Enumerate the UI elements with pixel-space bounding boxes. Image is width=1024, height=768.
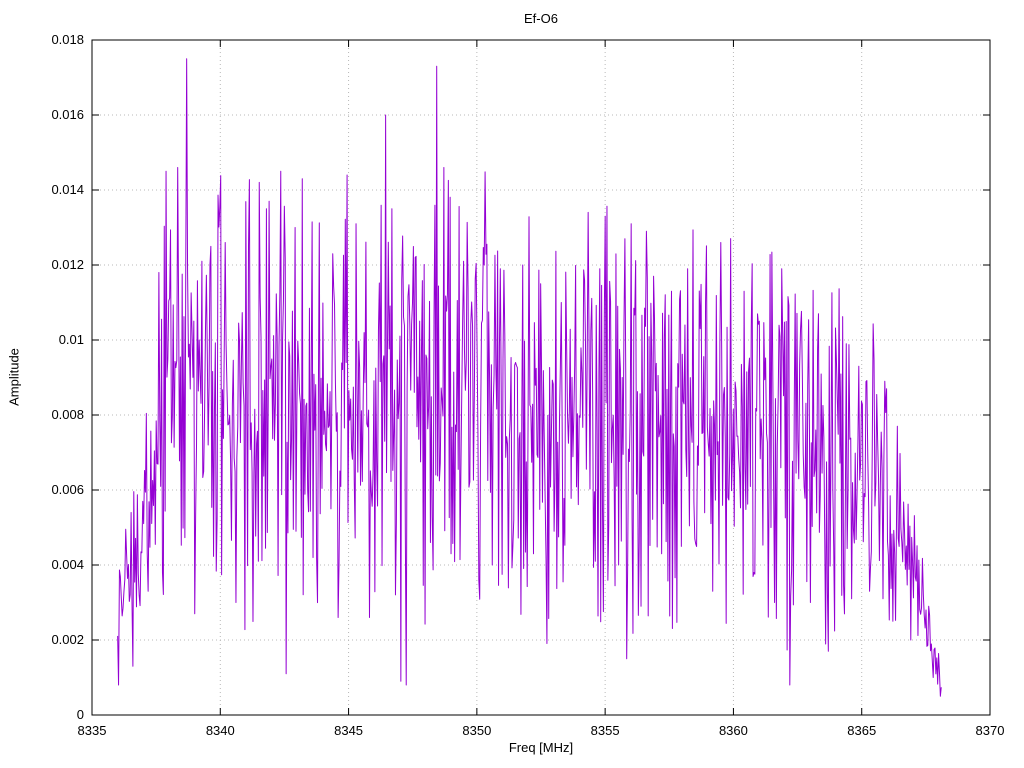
y-tick-label: 0.016	[51, 107, 84, 122]
x-axis-label: Freq [MHz]	[508, 740, 574, 755]
x-tick-label: 8335	[78, 723, 107, 738]
x-tick-label: 8365	[847, 723, 876, 738]
y-tick-label: 0.01	[59, 332, 84, 347]
x-tick-label: 8370	[976, 723, 1005, 738]
y-tick-label: 0.006	[51, 482, 84, 497]
data-line-amplitude-spectrum	[117, 58, 942, 697]
x-tick-label: 8360	[719, 723, 748, 738]
x-tick-label: 8340	[206, 723, 235, 738]
tick-labels: 8335 8340 8345 8350 8355 8360 8365 8370 0 0.002 0.…	[51, 32, 1004, 738]
y-tick-label: 0.004	[51, 557, 84, 572]
x-tick-label: 8355	[591, 723, 620, 738]
y-tick-label: 0.008	[51, 407, 84, 422]
y-tick-label: 0.014	[51, 182, 84, 197]
y-tick-label: 0	[77, 707, 84, 722]
y-tick-label: 0.002	[51, 632, 84, 647]
plot-border	[91, 39, 991, 716]
y-tick-label: 0.018	[51, 32, 84, 47]
x-tick-label: 8345	[334, 723, 363, 738]
y-tick-label: 0.012	[51, 257, 84, 272]
chart-title: Ef-O6	[524, 11, 558, 26]
x-tick-label: 8350	[462, 723, 491, 738]
